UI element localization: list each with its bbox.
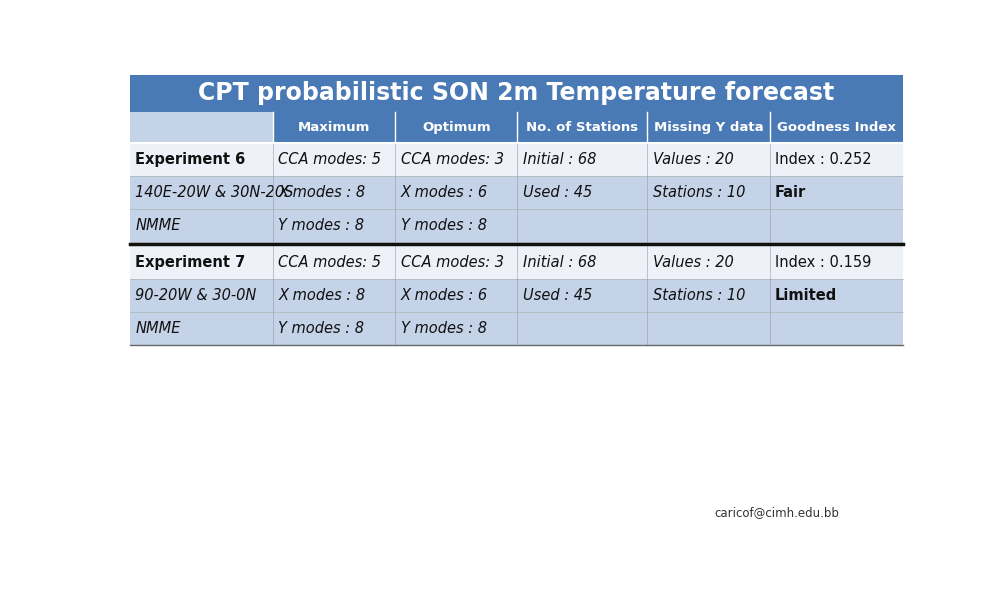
Text: Fair: Fair <box>775 185 806 200</box>
Bar <box>517 312 647 345</box>
Text: CCA modes: 3: CCA modes: 3 <box>400 152 504 167</box>
Bar <box>517 246 647 279</box>
Bar <box>647 112 769 143</box>
Bar <box>273 143 395 176</box>
Text: CCA modes: 3: CCA modes: 3 <box>400 255 504 270</box>
Bar <box>273 312 395 345</box>
Bar <box>130 143 273 176</box>
Bar <box>647 246 769 279</box>
Text: Experiment 6: Experiment 6 <box>135 152 246 167</box>
Text: Values : 20: Values : 20 <box>653 255 734 270</box>
Text: NMME: NMME <box>135 218 180 233</box>
Text: CPT probabilistic SON 2m Temperature forecast: CPT probabilistic SON 2m Temperature for… <box>199 81 835 105</box>
Bar <box>395 209 517 242</box>
Bar <box>517 279 647 312</box>
Bar <box>647 143 769 176</box>
Text: Limited: Limited <box>775 288 838 303</box>
Bar <box>769 246 903 279</box>
Text: 140E-20W & 30N-20S: 140E-20W & 30N-20S <box>135 185 293 200</box>
Bar <box>769 312 903 345</box>
Bar <box>769 279 903 312</box>
Text: Stations : 10: Stations : 10 <box>653 288 745 303</box>
Text: CCA modes: 5: CCA modes: 5 <box>278 152 381 167</box>
Text: Initial : 68: Initial : 68 <box>523 152 596 167</box>
Text: Stations : 10: Stations : 10 <box>653 185 745 200</box>
Bar <box>273 112 395 143</box>
Bar <box>130 112 273 143</box>
Text: Y modes : 8: Y modes : 8 <box>278 218 365 233</box>
Bar <box>395 312 517 345</box>
Text: 90-20W & 30-0N: 90-20W & 30-0N <box>135 288 257 303</box>
Bar <box>273 279 395 312</box>
Text: Optimum: Optimum <box>422 121 491 134</box>
Text: Experiment 7: Experiment 7 <box>135 255 246 270</box>
Bar <box>395 246 517 279</box>
Text: Missing Y data: Missing Y data <box>653 121 763 134</box>
Bar <box>517 143 647 176</box>
Text: Values : 20: Values : 20 <box>653 152 734 167</box>
Bar <box>130 312 273 345</box>
Text: Initial : 68: Initial : 68 <box>523 255 596 270</box>
Bar <box>769 176 903 209</box>
Text: Y modes : 8: Y modes : 8 <box>278 321 365 336</box>
Text: No. of Stations: No. of Stations <box>526 121 638 134</box>
Bar <box>647 279 769 312</box>
Bar <box>395 143 517 176</box>
Bar <box>769 112 903 143</box>
Bar <box>769 209 903 242</box>
Bar <box>273 176 395 209</box>
Bar <box>130 75 903 112</box>
Text: NMME: NMME <box>135 321 180 336</box>
Bar <box>273 246 395 279</box>
Text: Y modes : 8: Y modes : 8 <box>400 321 487 336</box>
Text: X modes : 6: X modes : 6 <box>400 288 488 303</box>
Text: X modes : 8: X modes : 8 <box>278 185 366 200</box>
Bar <box>647 176 769 209</box>
Text: Maximum: Maximum <box>298 121 370 134</box>
Bar <box>395 176 517 209</box>
Bar <box>395 112 517 143</box>
Bar <box>647 312 769 345</box>
Text: Index : 0.159: Index : 0.159 <box>775 255 871 270</box>
Text: X modes : 8: X modes : 8 <box>278 288 366 303</box>
Bar <box>130 246 273 279</box>
Text: Y modes : 8: Y modes : 8 <box>400 218 487 233</box>
Text: caricof@cimh.edu.bb: caricof@cimh.edu.bb <box>715 506 840 519</box>
Bar <box>130 176 273 209</box>
Text: Used : 45: Used : 45 <box>523 288 592 303</box>
Text: Used : 45: Used : 45 <box>523 185 592 200</box>
Bar <box>130 279 273 312</box>
Bar <box>395 279 517 312</box>
Bar <box>517 176 647 209</box>
Text: CCA modes: 5: CCA modes: 5 <box>278 255 381 270</box>
Bar <box>130 209 273 242</box>
Bar <box>517 209 647 242</box>
Bar <box>769 143 903 176</box>
Bar <box>517 112 647 143</box>
Bar <box>647 209 769 242</box>
Text: Index : 0.252: Index : 0.252 <box>775 152 872 167</box>
Text: X modes : 6: X modes : 6 <box>400 185 488 200</box>
Text: Goodness Index: Goodness Index <box>777 121 896 134</box>
Bar <box>273 209 395 242</box>
